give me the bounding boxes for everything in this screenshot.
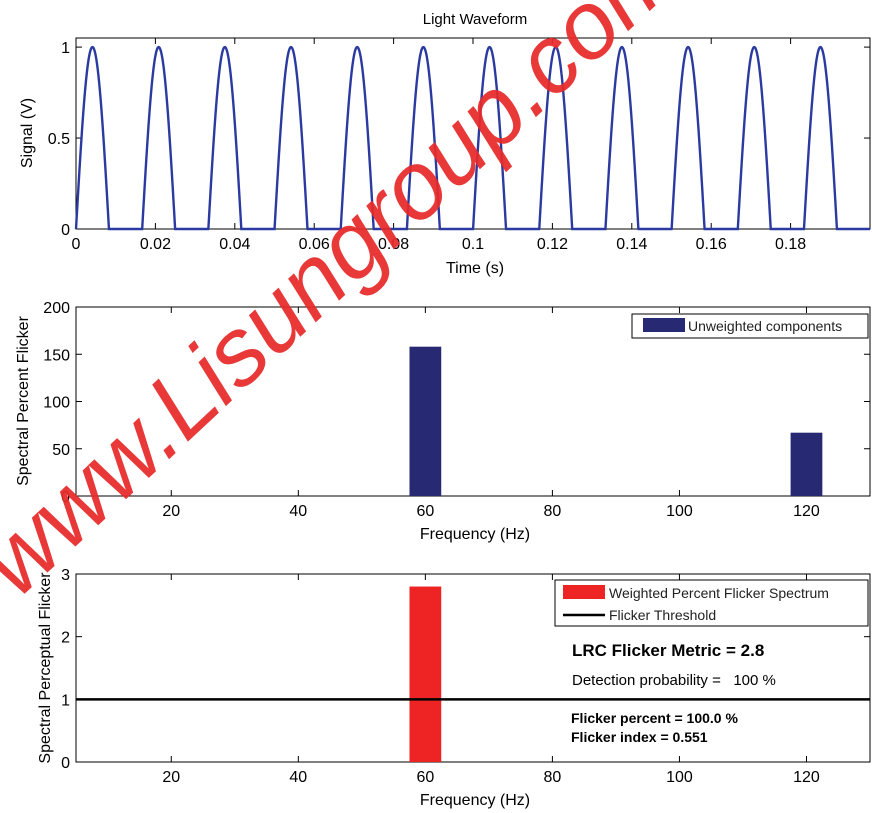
unweighted-xlabel: Frequency (Hz) xyxy=(420,526,530,543)
weighted-bars xyxy=(409,586,442,762)
flicker-index: Flicker index = 0.551 xyxy=(571,729,708,745)
waveform-xtick-label: 0.1 xyxy=(462,236,484,253)
waveform-xtick-label: 0.02 xyxy=(140,236,171,253)
unweighted-bar xyxy=(409,346,442,496)
waveform-ytick-label: 1 xyxy=(61,40,70,57)
detection-probability: Detection probability = 100 % xyxy=(572,672,776,689)
unweighted-xtick-label: 80 xyxy=(544,503,562,520)
unweighted-xtick-label: 120 xyxy=(793,503,820,520)
unweighted-ylabel: Spectral Percent Flicker xyxy=(15,315,32,486)
unweighted-legend-swatch xyxy=(643,318,685,332)
weighted-legend-label: Weighted Percent Flicker Spectrum xyxy=(609,585,829,601)
weighted-legend: Weighted Percent Flicker Spectrum Flicke… xyxy=(554,579,869,627)
waveform-xtick-label: 0.04 xyxy=(219,236,250,253)
unweighted-spectrum-plot: Frequency (Hz) Spectral Percent Flicker … xyxy=(15,300,871,543)
flicker-percent: Flicker percent = 100.0 % xyxy=(571,710,738,726)
waveform-ylabel: Signal (V) xyxy=(19,98,36,168)
lrc-flicker-metric: LRC Flicker Metric = 2.8 xyxy=(572,641,764,660)
unweighted-legend-label: Unweighted components xyxy=(688,318,842,334)
weighted-ytick-label: 1 xyxy=(61,692,70,709)
weighted-xtick-label: 20 xyxy=(162,769,180,786)
waveform-series-line xyxy=(74,45,870,231)
waveform-xtick-label: 0.12 xyxy=(537,236,568,253)
weighted-ytick-label: 0 xyxy=(61,755,70,772)
waveform-ytick-label: 0.5 xyxy=(48,131,70,148)
waveform-xtick-label: 0.14 xyxy=(616,236,647,253)
unweighted-ytick-label: 150 xyxy=(43,347,70,364)
weighted-spectrum-plot: Frequency (Hz) Spectral Perceptual Flick… xyxy=(37,567,871,809)
unweighted-legend: Unweighted components xyxy=(631,313,869,339)
weighted-legend-box xyxy=(554,579,869,627)
weighted-ytick-label: 2 xyxy=(61,630,70,647)
weighted-xtick-label: 100 xyxy=(666,769,693,786)
waveform-plot: Light Waveform Time (s) Signal (V) 0 0.02… xyxy=(19,11,871,277)
waveform-ytick-label: 0 xyxy=(61,222,70,239)
weighted-ytick-label: 3 xyxy=(61,567,70,584)
unweighted-ytick-label: 50 xyxy=(52,442,70,459)
waveform-xtick-label: 0.18 xyxy=(775,236,806,253)
threshold-legend-label: Flicker Threshold xyxy=(609,607,716,623)
weighted-xtick-label: 60 xyxy=(416,769,434,786)
weighted-xtick-label: 80 xyxy=(544,769,562,786)
unweighted-xtick-label: 60 xyxy=(416,503,434,520)
weighted-xlabel: Frequency (Hz) xyxy=(420,792,530,809)
weighted-xtick-label: 40 xyxy=(289,769,307,786)
waveform-axes-box xyxy=(75,37,871,230)
waveform-xlabel: Time (s) xyxy=(446,260,504,277)
unweighted-bars xyxy=(409,346,823,496)
unweighted-xticks: 20 40 60 80 100 120 xyxy=(162,307,820,520)
unweighted-yticks: 0 50 100 150 200 xyxy=(43,300,870,506)
unweighted-ytick-label: 0 xyxy=(61,489,70,506)
weighted-yticks: 0 1 2 3 xyxy=(61,567,870,772)
unweighted-xtick-label: 20 xyxy=(162,503,180,520)
weighted-legend-swatch xyxy=(563,585,605,599)
waveform-title: Light Waveform xyxy=(423,11,527,28)
unweighted-ytick-label: 200 xyxy=(43,300,70,317)
waveform-xtick-label: 0.08 xyxy=(378,236,409,253)
weighted-bar xyxy=(409,586,442,762)
unweighted-bar xyxy=(790,432,823,496)
waveform-xtick-label: 0 xyxy=(72,236,81,253)
unweighted-xtick-label: 40 xyxy=(289,503,307,520)
weighted-xticks: 20 40 60 80 100 120 xyxy=(162,574,820,786)
unweighted-xtick-label: 100 xyxy=(666,503,693,520)
weighted-xtick-label: 120 xyxy=(793,769,820,786)
waveform-xtick-label: 0.16 xyxy=(696,236,727,253)
weighted-ylabel: Spectral Perceptual Flicker xyxy=(37,572,54,764)
unweighted-ytick-label: 100 xyxy=(43,395,70,412)
waveform-xtick-label: 0.06 xyxy=(299,236,330,253)
